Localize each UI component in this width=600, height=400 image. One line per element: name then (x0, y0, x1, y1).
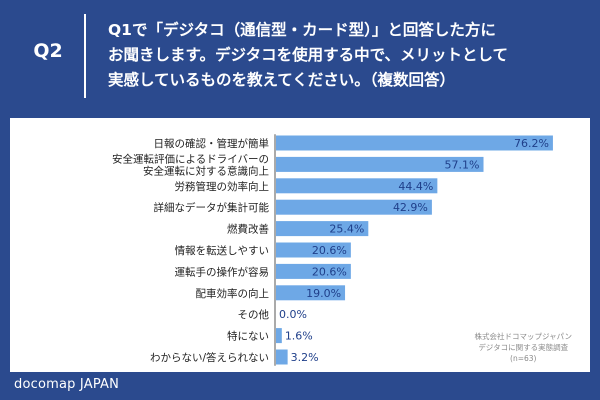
value-label-4: 42.9% (393, 201, 428, 214)
category-label-7: 運転手の操作が容易 (175, 265, 270, 278)
category-label-2-line-2: 安全運転に対する意識向上 (143, 164, 269, 177)
header-divider (84, 14, 86, 98)
category-label-3: 労務管理の効率向上 (175, 180, 270, 193)
value-label-11: 3.2% (291, 351, 319, 364)
source-note: 株式会社ドコマップジャパン デジタコに関する実態調査 (n=63) (475, 331, 573, 364)
bar-6 (276, 242, 351, 258)
bar-10 (276, 328, 282, 344)
value-label-6: 20.6% (312, 244, 347, 257)
source-company: 株式会社ドコマップジャパン (474, 332, 573, 341)
source-sample-size: (n=63) (510, 354, 537, 363)
question-number: Q2 (33, 40, 63, 62)
question-text: Q1で「デジタコ（通信型・カード型）」と回答した方に お聞きします。デジタコを使… (108, 18, 588, 93)
value-label-1: 76.2% (514, 137, 549, 150)
bar-8 (276, 285, 346, 301)
chart-panel: 76.2% 日報の確認・管理が簡単 57.1% 安全運転評価によるドライバーの 安全運転… (10, 118, 590, 372)
value-label-7: 20.6% (312, 265, 347, 278)
value-label-3: 44.4% (398, 180, 433, 193)
category-label-9: その他 (238, 308, 270, 321)
value-label-2: 57.1% (445, 158, 480, 171)
question-line-3: 実感しているものを教えてください。（複数回答） (108, 71, 456, 89)
bar-2 (276, 156, 484, 172)
category-label-6: 情報を転送しやすい (175, 244, 269, 257)
category-label-2-line-1: 安全運転評価によるドライバーの (112, 152, 269, 165)
category-label-5: 燃費改善 (227, 223, 269, 236)
category-label-4: 詳細なデータが集計可能 (154, 201, 270, 214)
category-label-11: わからない/答えられない (150, 351, 269, 364)
value-label-9: 0.0% (279, 308, 307, 321)
question-line-1: Q1で「デジタコ（通信型・カード型）」と回答した方に (108, 21, 496, 39)
bar-1 (276, 135, 553, 151)
source-survey: デジタコに関する実態調査 (478, 343, 569, 352)
bar-4 (276, 199, 432, 215)
bar-chart: 76.2% 日報の確認・管理が簡単 57.1% 安全運転評価によるドライバーの安全運転… (112, 134, 553, 366)
category-label-8: 配車効率の向上 (196, 287, 270, 300)
brand-logo-text: docomap JAPAN (14, 377, 120, 392)
bar-3 (276, 178, 438, 194)
category-label-10: 特にない (227, 331, 269, 343)
value-label-8: 19.0% (306, 287, 341, 300)
category-label-1: 日報の確認・管理が簡単 (154, 137, 270, 150)
question-line-2: お聞きします。デジタコを使用する中で、メリットとして (108, 46, 509, 64)
value-label-10: 1.6% (285, 330, 313, 343)
header-banner: Q2 Q1で「デジタコ（通信型・カード型）」と回答した方に お聞きします。デジタ… (0, 0, 600, 110)
value-label-5: 25.4% (329, 223, 364, 236)
footer-bar: docomap JAPAN (0, 372, 600, 400)
bar-5 (276, 221, 369, 237)
bar-11 (276, 349, 288, 365)
bar-7 (276, 263, 351, 279)
